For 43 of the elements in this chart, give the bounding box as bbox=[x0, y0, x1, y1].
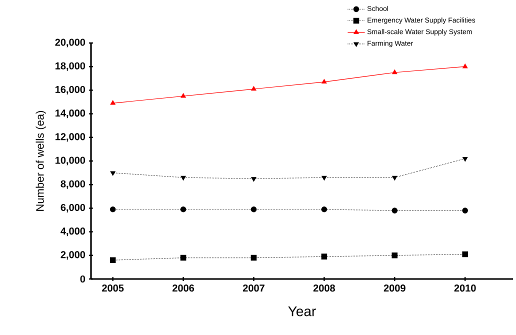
point bbox=[110, 171, 116, 176]
point bbox=[250, 206, 257, 212]
y-tick-label: 10,000 bbox=[56, 156, 86, 166]
point bbox=[392, 208, 398, 214]
y-tick-label: 18,000 bbox=[56, 62, 86, 71]
point bbox=[180, 206, 186, 212]
y-tick-label: 6,000 bbox=[60, 204, 86, 212]
y-axis-title: Number of wells (ea) bbox=[36, 110, 46, 211]
point bbox=[250, 254, 257, 261]
point bbox=[110, 100, 116, 105]
x-tick-label: 2006 bbox=[172, 284, 194, 292]
point bbox=[180, 176, 186, 180]
x-axis-title: Year bbox=[288, 306, 316, 316]
point bbox=[322, 79, 327, 84]
x-tick-label: 2008 bbox=[313, 284, 336, 292]
x-tick-label: 2010 bbox=[454, 284, 476, 292]
point bbox=[110, 206, 116, 212]
point bbox=[462, 157, 468, 162]
y-tick-label: 14,000 bbox=[56, 110, 86, 118]
point bbox=[392, 252, 398, 258]
point bbox=[462, 251, 468, 258]
point bbox=[180, 93, 186, 98]
y-tick-label: 20,000 bbox=[55, 38, 86, 48]
point bbox=[392, 176, 398, 180]
y-tick-label: 8,000 bbox=[60, 180, 86, 189]
point bbox=[180, 254, 186, 261]
point bbox=[392, 70, 398, 74]
y-tick-label: 2,000 bbox=[60, 251, 86, 260]
y-tick-label: 0 bbox=[80, 275, 86, 283]
x-tick-label: 2007 bbox=[242, 284, 264, 292]
y-tick-label: 16,000 bbox=[56, 86, 86, 94]
point bbox=[251, 86, 256, 91]
point bbox=[462, 208, 468, 214]
y-tick-label: 4,000 bbox=[60, 228, 86, 236]
point bbox=[462, 64, 468, 68]
point bbox=[321, 254, 328, 260]
x-tick-label: 2009 bbox=[384, 284, 406, 292]
x-tick-label: 2005 bbox=[102, 284, 124, 292]
point bbox=[321, 206, 328, 212]
point bbox=[322, 176, 327, 180]
y-tick-label: 12,000 bbox=[56, 133, 86, 142]
point bbox=[110, 257, 116, 264]
point bbox=[251, 177, 256, 182]
